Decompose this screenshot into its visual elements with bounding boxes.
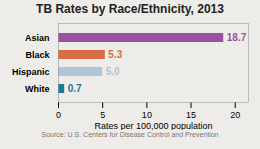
svg-text:18.7: 18.7: [227, 32, 247, 43]
html-text:Source: U.S. Centers for Disea: Source: U.S. Centers for Disease Control…: [41, 131, 219, 138]
svg-text:15: 15: [186, 110, 196, 120]
svg-text:5.3: 5.3: [108, 49, 122, 60]
svg-text:Black: Black: [25, 50, 50, 60]
svg-text:20: 20: [230, 110, 240, 120]
svg-text:0: 0: [56, 110, 61, 120]
html-text:TB Rates by Race/Ethnicity, 20: TB Rates by Race/Ethnicity, 2013: [36, 2, 224, 16]
svg-text:White: White: [25, 84, 50, 94]
svg-text:Hispanic: Hispanic: [12, 67, 50, 77]
svg-text:Rates per 100,000 population: Rates per 100,000 population: [94, 121, 212, 131]
svg-text:Asian: Asian: [25, 33, 50, 43]
svg-text:5: 5: [100, 110, 105, 120]
svg-text:0.7: 0.7: [68, 83, 82, 94]
svg-text:10: 10: [142, 110, 152, 120]
svg-text:5.0: 5.0: [106, 66, 120, 77]
